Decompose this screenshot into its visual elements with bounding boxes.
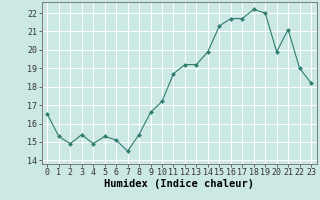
X-axis label: Humidex (Indice chaleur): Humidex (Indice chaleur) — [104, 179, 254, 189]
